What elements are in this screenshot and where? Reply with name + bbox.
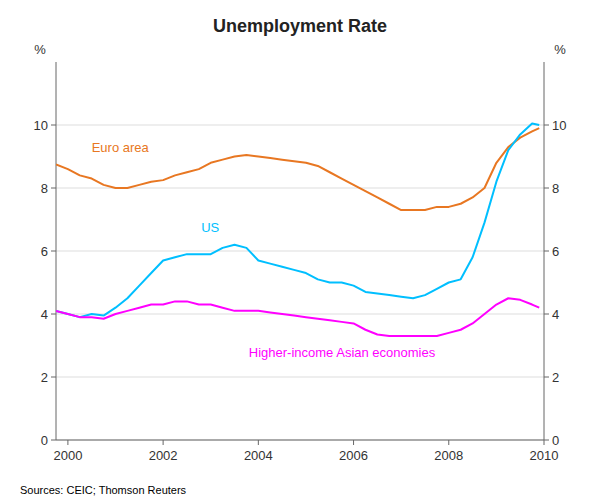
grid-line <box>56 314 544 315</box>
y-tick-label: 6 <box>41 244 48 259</box>
series-line <box>56 123 539 317</box>
y-tick-label: 4 <box>41 307 48 322</box>
grid-line <box>56 377 544 378</box>
y2-tick <box>544 251 549 252</box>
x-tick <box>544 440 545 445</box>
x-tick <box>353 440 354 445</box>
x-tick-label: 2002 <box>149 448 178 463</box>
y2-tick-label: 8 <box>552 181 559 196</box>
y-tick-label: 10 <box>34 118 48 133</box>
y2-tick-label: 2 <box>552 370 559 385</box>
x-tick <box>163 440 164 445</box>
y-tick <box>51 125 56 126</box>
y-tick <box>51 377 56 378</box>
grid <box>56 125 544 440</box>
series-line <box>56 128 539 210</box>
y-tick <box>51 188 56 189</box>
annotation: US <box>201 220 219 235</box>
source: Sources: CEIC; Thomson Reuters <box>20 484 187 496</box>
y-tick <box>51 440 56 441</box>
grid-line <box>56 251 544 252</box>
grid-line <box>56 440 544 441</box>
x-tick-label: 2004 <box>244 448 273 463</box>
y2-tick <box>544 440 549 441</box>
annotation: Higher-income Asian economies <box>249 345 436 360</box>
y2-tick-label: 10 <box>552 118 566 133</box>
y2-tick-label: 4 <box>552 307 559 322</box>
grid-line <box>56 125 544 126</box>
y2-axis-label: % <box>554 42 566 57</box>
y-tick-label: 0 <box>41 433 48 448</box>
chart: 20002002200420062008201002468100246810%%… <box>0 0 600 504</box>
y-tick-label: 2 <box>41 370 48 385</box>
x-tick-label: 2008 <box>434 448 463 463</box>
x-axis-line <box>56 440 544 441</box>
x-tick <box>448 440 449 445</box>
y2-tick-label: 0 <box>552 433 559 448</box>
x-tick-label: 2000 <box>53 448 82 463</box>
x-tick <box>67 440 68 445</box>
title: Unemployment Rate <box>213 16 387 36</box>
x-tick <box>258 440 259 445</box>
y-tick <box>51 251 56 252</box>
y2-tick-label: 6 <box>552 244 559 259</box>
y2-tick <box>544 188 549 189</box>
annotation: Euro area <box>92 140 150 155</box>
y-tick-label: 8 <box>41 181 48 196</box>
annotations: Euro area US Higher-income Asian economies <box>92 140 436 360</box>
y-tick <box>51 314 56 315</box>
y2-tick <box>544 125 549 126</box>
y2-tick <box>544 314 549 315</box>
y-axis-label: % <box>34 42 46 57</box>
series-line <box>56 298 539 336</box>
x-tick-label: 2006 <box>339 448 368 463</box>
y2-tick <box>544 377 549 378</box>
x-tick-label: 2010 <box>530 448 559 463</box>
series-lines <box>56 123 539 336</box>
axes: 20002002200420062008201002468100246810 <box>34 62 567 463</box>
